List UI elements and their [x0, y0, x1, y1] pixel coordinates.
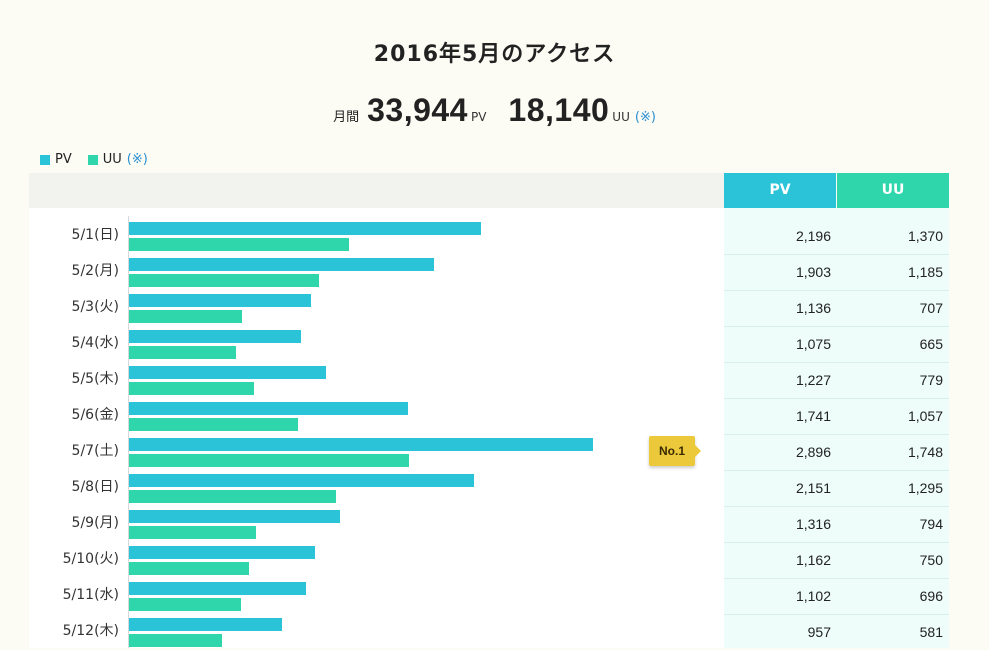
table-row-separator: [724, 326, 949, 327]
table-cell-uu: 696: [919, 588, 943, 604]
table-cell-uu: 1,057: [907, 408, 943, 424]
uu-bar: [129, 418, 298, 431]
uu-bar: [129, 634, 222, 647]
row-label: 5/12(木): [62, 623, 119, 639]
legend-item-uu: UU (※): [87, 152, 148, 167]
chart-header-strip: [29, 173, 724, 208]
uu-bar: [129, 562, 249, 575]
table-cell-pv: 1,075: [795, 336, 831, 352]
table-cell-pv: 1,227: [795, 372, 831, 388]
row-label: 5/10(火): [62, 551, 119, 567]
table-header-pv: PV: [724, 173, 836, 208]
legend-label-pv: PV: [55, 152, 72, 167]
monthly-label: 月間: [333, 110, 360, 125]
uu-note-link[interactable]: (※): [634, 110, 656, 125]
table-header-uu: UU: [837, 173, 949, 208]
table-cell-uu: 1,748: [907, 444, 943, 460]
table-row-separator: [724, 470, 949, 471]
uu-total: 18,140: [508, 92, 610, 128]
row-label: 5/2(月): [71, 263, 119, 279]
table-row-separator: [724, 506, 949, 507]
legend-swatch-uu: [87, 154, 98, 165]
table-cell-pv: 957: [807, 624, 831, 640]
table-row-separator: [724, 290, 949, 291]
page-title: 2016年5月のアクセス: [373, 42, 616, 67]
legend-label-uu: UU: [102, 152, 122, 167]
row-label: 5/7(土): [71, 443, 119, 459]
table-row-separator: [724, 362, 949, 363]
pv-bar: [129, 474, 474, 487]
pv-bar: [129, 294, 311, 307]
pv-bar: [129, 222, 481, 235]
table-row-separator: [724, 578, 949, 579]
pv-total: 33,944: [367, 92, 468, 128]
table-row-separator: [724, 434, 949, 435]
table-row-separator: [724, 398, 949, 399]
row-label: 5/11(水): [62, 587, 119, 603]
table-cell-uu: 707: [919, 300, 943, 316]
row-label: 5/8(日): [71, 479, 119, 495]
table-cell-pv: 1,102: [795, 588, 831, 604]
uu-unit: UU: [612, 110, 630, 124]
table-cell-pv: 1,741: [795, 408, 831, 424]
monthly-summary: 月間 33,944 PV 18,140 UU (※): [0, 92, 989, 129]
table-cell-pv: 2,196: [795, 228, 831, 244]
data-table: [724, 208, 949, 648]
table-cell-pv: 1,903: [795, 264, 831, 280]
uu-bar: [129, 238, 349, 251]
legend-note-link[interactable]: (※): [126, 152, 148, 167]
pv-bar: [129, 510, 340, 523]
row-label: 5/6(金): [71, 407, 119, 423]
y-axis-line: [128, 216, 129, 648]
table-row-separator: [724, 542, 949, 543]
legend-swatch-pv: [40, 154, 50, 165]
pv-bar: [129, 258, 434, 271]
table-cell-uu: 665: [919, 336, 943, 352]
table-cell-uu: 1,295: [907, 480, 943, 496]
uu-bar: [129, 526, 256, 539]
uu-bar: [129, 274, 319, 287]
uu-bar: [129, 382, 254, 395]
legend-item-pv: PV: [40, 152, 72, 167]
table-cell-uu: 1,370: [907, 228, 943, 244]
pv-bar: [129, 438, 593, 451]
pv-bar: [129, 366, 326, 379]
table-row-separator: [724, 254, 949, 255]
table-cell-pv: 1,136: [795, 300, 831, 316]
table-cell-pv: 2,896: [795, 444, 831, 460]
table-cell-uu: 581: [919, 624, 943, 640]
row-label: 5/4(水): [71, 335, 119, 351]
row-label: 5/3(火): [71, 299, 119, 315]
table-cell-pv: 2,151: [795, 480, 831, 496]
table-cell-pv: 1,316: [795, 516, 831, 532]
row-label: 5/5(木): [71, 371, 119, 387]
uu-bar: [129, 490, 336, 503]
pv-bar: [129, 402, 408, 415]
pv-unit: PV: [470, 110, 487, 124]
table-cell-uu: 779: [919, 372, 943, 388]
pv-bar: [129, 582, 306, 595]
pv-bar: [129, 618, 282, 631]
uu-bar: [129, 598, 241, 611]
table-row-separator: [724, 614, 949, 615]
table-cell-pv: 1,162: [795, 552, 831, 568]
row-label: 5/1(日): [71, 227, 119, 243]
top-day-badge: No.1: [649, 436, 701, 466]
uu-bar: [129, 454, 409, 467]
uu-bar: [129, 346, 236, 359]
uu-bar: [129, 310, 242, 323]
row-label: 5/9(月): [71, 515, 119, 531]
chart-legend: PV UU (※): [40, 152, 164, 167]
pv-bar: [129, 330, 301, 343]
table-cell-uu: 750: [919, 552, 943, 568]
pv-bar: [129, 546, 315, 559]
table-cell-uu: 794: [919, 516, 943, 532]
table-cell-uu: 1,185: [907, 264, 943, 280]
